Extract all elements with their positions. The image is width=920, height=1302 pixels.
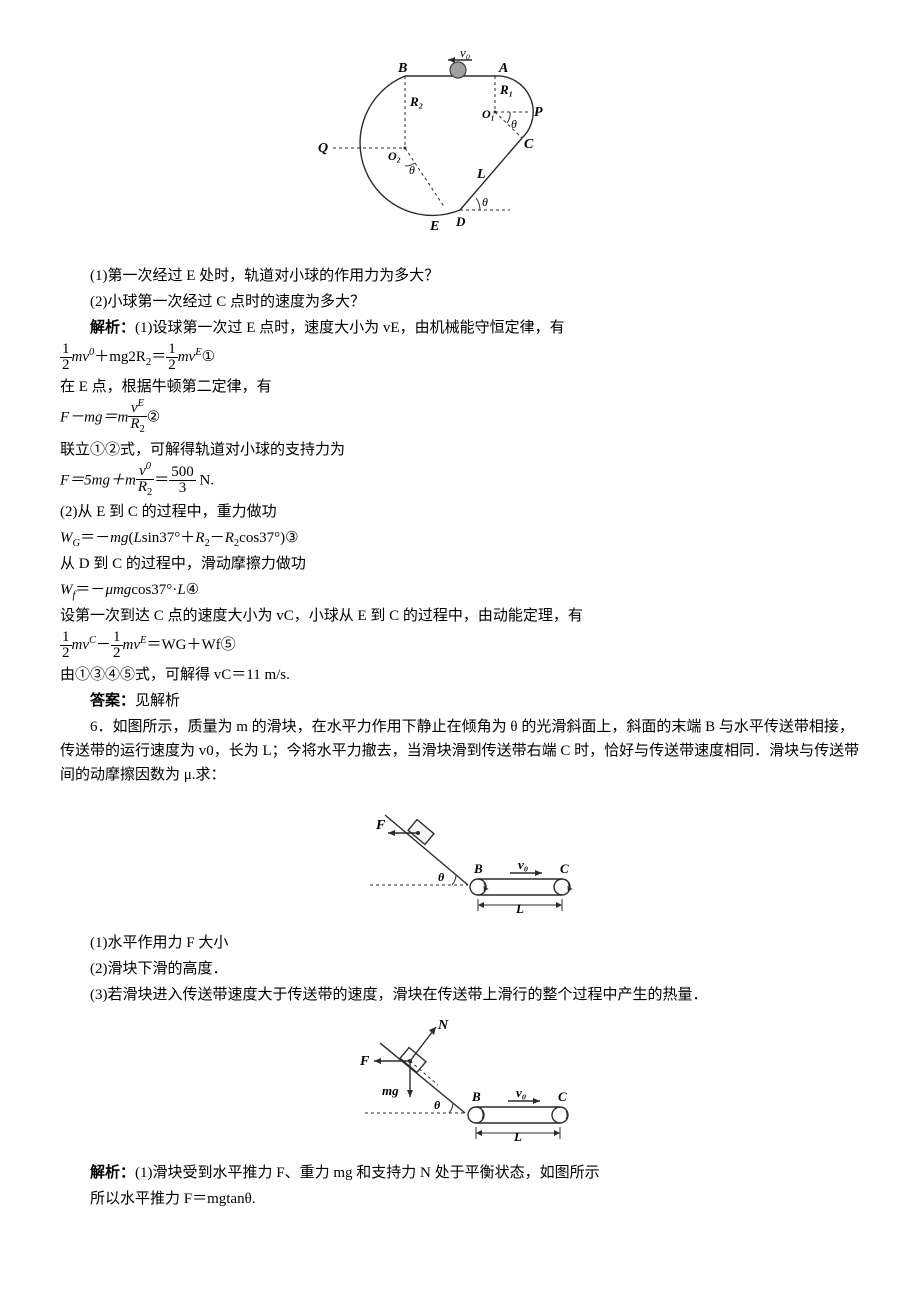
fig3-svg: F N mg θ v₀ B C L: [310, 1015, 610, 1145]
solution-intro: (1)设球第一次过 E 点时，速度大小为 vE，由机械能守恒定律，有: [135, 320, 565, 336]
fig1-theta2: θ: [482, 195, 488, 209]
equation-6: 12mvC－12mvE＝WG＋Wf⑤: [60, 630, 860, 661]
question-2: (2)小球第一次经过 C 点时的速度为多大？: [60, 290, 860, 314]
solution6-line2: 所以水平推力 F＝mgtanθ.: [60, 1187, 860, 1211]
fig1-O1: O₁: [482, 107, 495, 121]
fig1-R1: R₁: [499, 82, 513, 97]
question-1: (1)第一次经过 E 处时，轨道对小球的作用力为多大？: [60, 264, 860, 288]
equation-4: WG＝－mg(Lsin37°＋R2－R2cos37°)③: [60, 526, 860, 550]
q6-2: (2)滑块下滑的高度．: [60, 957, 860, 981]
fig3-v0: v₀: [516, 1085, 526, 1100]
fig1-O2: O₂: [388, 149, 401, 163]
fig3-F: F: [359, 1054, 370, 1069]
fig2-F: F: [375, 818, 386, 833]
fig1-theta3: θ: [511, 117, 517, 131]
text-solve: 由①③④⑤式，可解得 vC＝11 m/s.: [60, 663, 860, 687]
fig2-theta: θ: [438, 870, 445, 884]
fig3-mg: mg: [382, 1083, 399, 1098]
fig3-C: C: [558, 1089, 567, 1104]
equation-3: F＝5mg＋mv0R2＝5003 N.: [60, 464, 860, 499]
text-at-E: 在 E 点，根据牛顿第二定律，有: [60, 375, 860, 399]
fig1-B: B: [397, 61, 407, 76]
fig1-A: A: [498, 61, 508, 76]
solution6-line1: 解析：(1)滑块受到水平推力 F、重力 mg 和支持力 N 处于平衡状态，如图所…: [60, 1161, 860, 1185]
figure-3: F N mg θ v₀ B C L: [60, 1015, 860, 1153]
fig1-C: C: [524, 137, 534, 152]
figure-1: v₀ B A R₂ R₁ O₁ O₂ P Q C L D E θ θ θ: [60, 48, 860, 256]
solution-line-1: 解析：(1)设球第一次过 E 点时，速度大小为 vE，由机械能守恒定律，有: [60, 316, 860, 340]
figure-2: F θ v₀ B C L: [60, 795, 860, 923]
fig2-v0: v₀: [518, 857, 528, 872]
fig2-L: L: [515, 901, 524, 915]
fig1-v0: v₀: [460, 48, 470, 60]
text-setvc: 设第一次到达 C 点的速度大小为 vC，小球从 E 到 C 的过程中，由动能定理…: [60, 604, 860, 628]
fig2-svg: F θ v₀ B C L: [310, 795, 610, 915]
equation-2: F－mg＝mvER2②: [60, 401, 860, 436]
fig1-theta1: θ: [409, 163, 415, 177]
solution6-text1: (1)滑块受到水平推力 F、重力 mg 和支持力 N 处于平衡状态，如图所示: [135, 1165, 600, 1181]
fig1-Q: Q: [318, 141, 328, 156]
fig1-E: E: [429, 219, 439, 234]
fig3-L: L: [513, 1129, 522, 1144]
text-join-12: 联立①②式，可解得轨道对小球的支持力为: [60, 438, 860, 462]
fig1-D: D: [455, 214, 466, 229]
q6-1: (1)水平作用力 F 大小: [60, 931, 860, 955]
fig3-theta: θ: [434, 1098, 441, 1112]
answer-label: 答案：: [90, 693, 135, 709]
fig1-svg: v₀ B A R₂ R₁ O₁ O₂ P Q C L D E θ θ θ: [310, 48, 610, 248]
solution6-label: 解析：: [90, 1165, 135, 1181]
fig1-P: P: [534, 105, 543, 120]
answer-text: 见解析: [135, 693, 180, 709]
equation-5: Wf＝－μmgcos37°·L④: [60, 578, 860, 602]
fig1-L: L: [476, 167, 486, 182]
fig3-B: B: [471, 1089, 481, 1104]
solution-label: 解析：: [90, 320, 135, 336]
fig2-C: C: [560, 861, 569, 876]
text-DC: 从 D 到 C 的过程中，滑动摩擦力做功: [60, 552, 860, 576]
equation-1: 12mv0＋mg2R2＝12mvE①: [60, 342, 860, 373]
fig2-B: B: [473, 861, 483, 876]
problem-6: 6．如图所示，质量为 m 的滑块，在水平力作用下静止在倾角为 θ 的光滑斜面上，…: [60, 715, 860, 787]
answer-line: 答案：见解析: [60, 689, 860, 713]
q6-3: (3)若滑块进入传送带速度大于传送带的速度，滑块在传送带上滑行的整个过程中产生的…: [60, 983, 860, 1007]
fig3-N: N: [437, 1018, 449, 1033]
fig1-R2: R₂: [409, 94, 423, 109]
text-EC: (2)从 E 到 C 的过程中，重力做功: [60, 500, 860, 524]
